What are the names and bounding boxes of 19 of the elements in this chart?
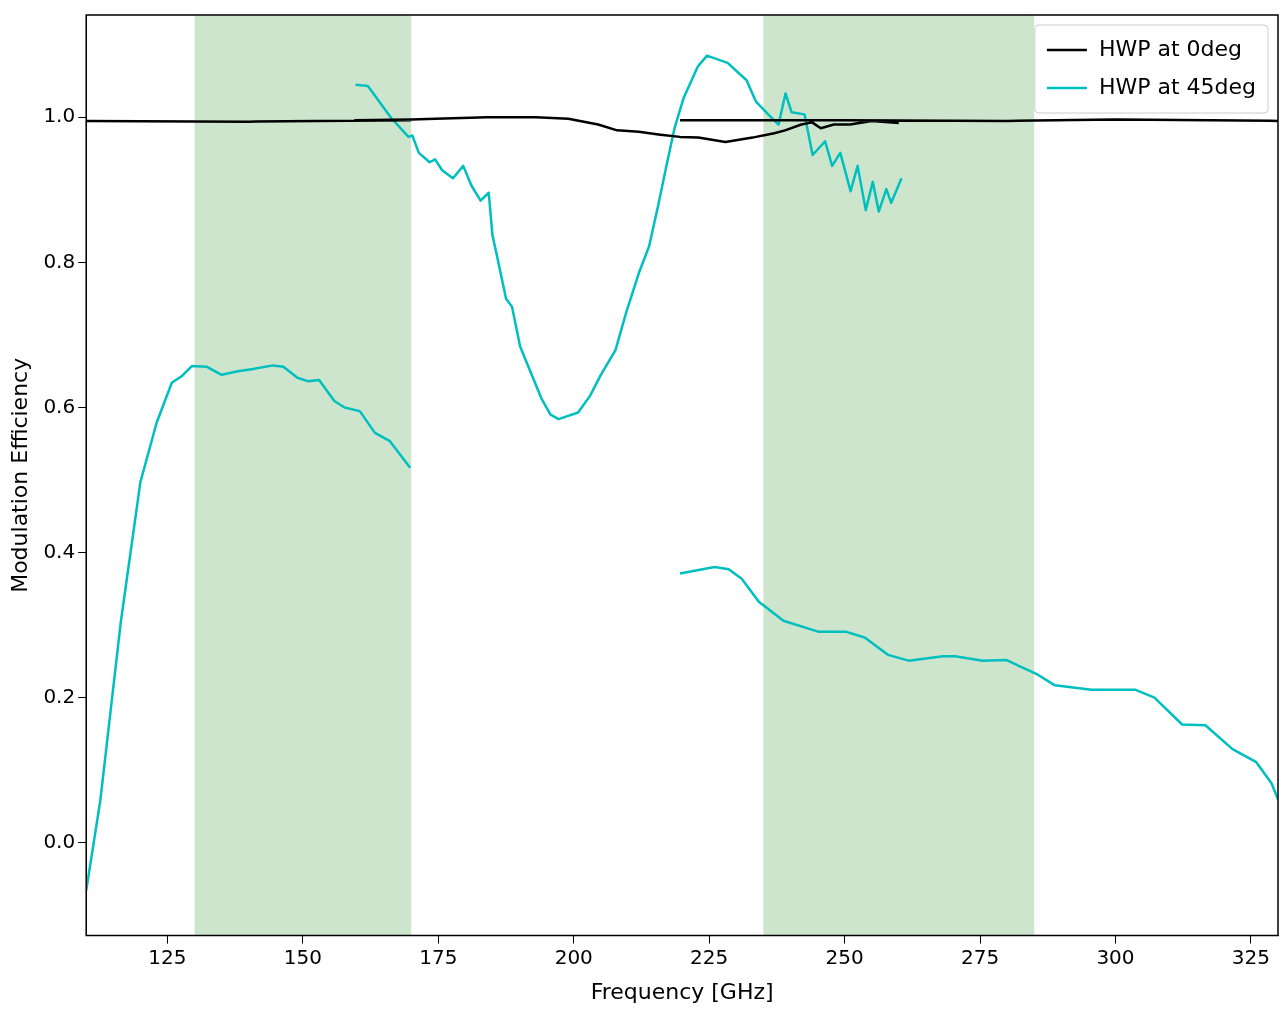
y-tick-label: 0.0 xyxy=(43,828,76,853)
x-tick-label: 150 xyxy=(283,944,322,969)
x-tick-label: 175 xyxy=(419,944,458,969)
y-tick-label: 1.0 xyxy=(43,103,76,128)
legend-label: HWP at 0deg xyxy=(1098,35,1243,61)
x-tick-label: 225 xyxy=(690,944,729,969)
y-tick-label: 0.4 xyxy=(43,538,76,563)
x-tick-label: 200 xyxy=(554,944,593,969)
y-tick-label: 0.8 xyxy=(43,248,76,273)
x-tick-label: 250 xyxy=(825,944,864,969)
y-tick-label: 0.6 xyxy=(43,393,76,418)
x-tick-label: 125 xyxy=(148,944,187,969)
x-axis-title: Frequency [GHz] xyxy=(590,978,774,1004)
x-tick-label: 300 xyxy=(1096,944,1135,969)
x-tick-label: 275 xyxy=(960,944,1000,969)
x-tick-label: 325 xyxy=(1231,944,1271,969)
y-axis-title: Modulation Efficiency xyxy=(6,357,32,593)
y-tick-label: 0.2 xyxy=(43,683,76,708)
legend-label: HWP at 45deg xyxy=(1098,73,1257,99)
